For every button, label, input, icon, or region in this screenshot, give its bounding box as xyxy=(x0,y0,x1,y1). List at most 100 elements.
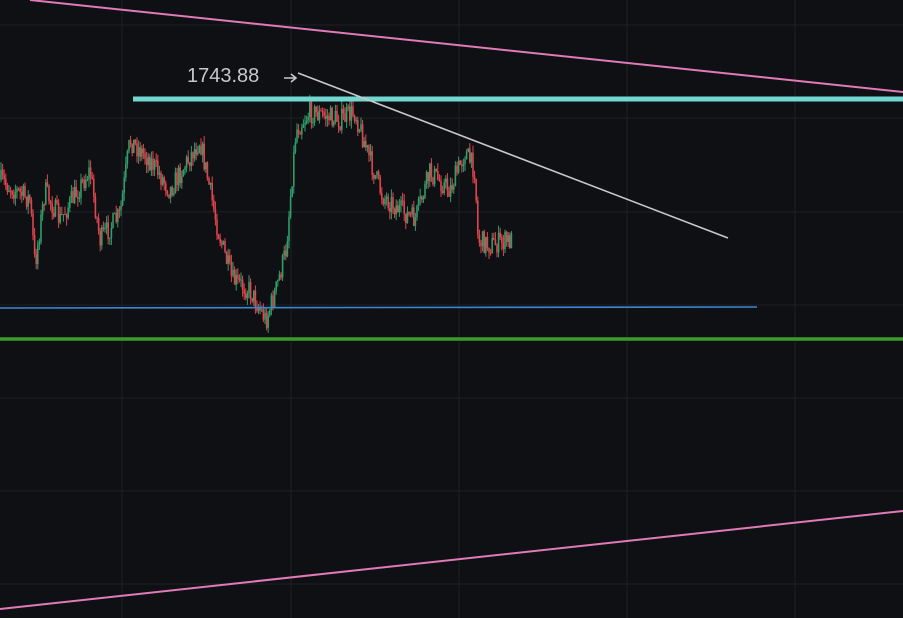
candle-body xyxy=(251,298,253,302)
candle-body xyxy=(313,106,316,123)
candle-body xyxy=(352,106,354,116)
candle-body xyxy=(430,163,433,178)
candle-body xyxy=(419,196,421,199)
candle-body xyxy=(414,217,417,226)
candle-body xyxy=(53,212,55,217)
candle-body xyxy=(102,227,105,230)
candle-body xyxy=(355,120,357,122)
candle-body xyxy=(133,139,135,154)
candle-body xyxy=(46,182,49,186)
candle-body xyxy=(448,190,450,197)
candle-body xyxy=(227,255,229,264)
candle-body xyxy=(144,153,146,159)
candle-body xyxy=(62,214,65,216)
candle-body xyxy=(397,205,399,213)
candle-body xyxy=(3,175,5,180)
candle-body xyxy=(497,232,500,253)
candle-body xyxy=(29,195,31,201)
candle-body xyxy=(413,207,415,226)
candle-body xyxy=(200,145,202,155)
candle-body xyxy=(489,252,492,254)
candle-body xyxy=(221,242,223,245)
candle-body xyxy=(283,250,285,256)
candle-body xyxy=(173,193,175,196)
candle-body xyxy=(94,196,97,218)
candle-body xyxy=(230,262,233,276)
candle-body xyxy=(349,106,351,121)
candle-body xyxy=(120,205,122,211)
candle-body xyxy=(451,185,453,190)
candle-body xyxy=(22,185,25,196)
candle-body xyxy=(56,200,58,204)
candle-body xyxy=(5,179,7,185)
candle-body xyxy=(89,167,92,178)
candle-body xyxy=(501,237,503,243)
candle-body xyxy=(493,238,495,240)
candle-body xyxy=(169,186,172,198)
candle-body xyxy=(480,242,482,247)
candle-body xyxy=(209,182,212,185)
candle-body xyxy=(235,275,237,285)
candle-body xyxy=(385,196,388,199)
candle-body xyxy=(403,200,405,214)
candle-body xyxy=(259,307,261,310)
candle-body xyxy=(360,124,362,130)
candle-body xyxy=(456,165,458,173)
candle-body xyxy=(123,177,125,194)
candle-body xyxy=(174,172,177,194)
candle-body xyxy=(113,213,116,215)
candle-body xyxy=(400,200,402,206)
candle-body xyxy=(417,198,420,206)
candle-body xyxy=(275,281,277,291)
candle-body xyxy=(326,115,329,119)
candle-body xyxy=(461,164,463,167)
candle-body xyxy=(97,217,100,231)
candle-body xyxy=(27,195,29,207)
candle-body xyxy=(393,208,396,215)
candle-body xyxy=(441,191,444,193)
candle-body xyxy=(288,216,290,242)
candle-body xyxy=(291,186,293,197)
candle-body xyxy=(411,207,413,215)
candle-body xyxy=(161,177,164,185)
candle-body xyxy=(344,113,346,122)
candle-body xyxy=(109,237,111,239)
candle-body xyxy=(205,162,207,170)
candle-body xyxy=(454,165,457,187)
candle-body xyxy=(371,151,373,175)
candle-body xyxy=(77,197,79,199)
candle-body xyxy=(69,197,71,208)
candle-body xyxy=(299,133,301,135)
candle-body xyxy=(422,197,425,200)
candle-body xyxy=(203,143,205,170)
candle-body xyxy=(187,156,189,163)
candle-body xyxy=(384,198,386,205)
candle-body xyxy=(152,158,154,170)
candle-body xyxy=(145,158,148,166)
candle-body xyxy=(345,107,348,122)
candle-body xyxy=(190,152,193,166)
candle-body xyxy=(318,110,321,121)
candle-body xyxy=(376,171,378,175)
candle-body xyxy=(14,191,17,199)
candle-body xyxy=(168,194,170,198)
candle-body xyxy=(208,178,210,185)
candle-body xyxy=(30,200,33,214)
candle-body xyxy=(253,290,255,302)
candle-body xyxy=(189,162,191,166)
candle-body xyxy=(214,209,217,220)
candle-body xyxy=(224,240,226,252)
candle-body xyxy=(481,231,484,247)
candle-body xyxy=(75,187,77,198)
candle-body xyxy=(93,178,95,197)
candle-body xyxy=(494,239,497,246)
candle-body xyxy=(216,219,218,236)
candle-body xyxy=(254,290,257,307)
candle-body xyxy=(305,120,308,123)
candle-body xyxy=(437,171,439,180)
candle-body xyxy=(155,160,157,162)
candle-body xyxy=(294,142,297,153)
candle-body xyxy=(382,199,385,205)
candle-body xyxy=(409,214,412,216)
candle-body xyxy=(421,196,423,200)
